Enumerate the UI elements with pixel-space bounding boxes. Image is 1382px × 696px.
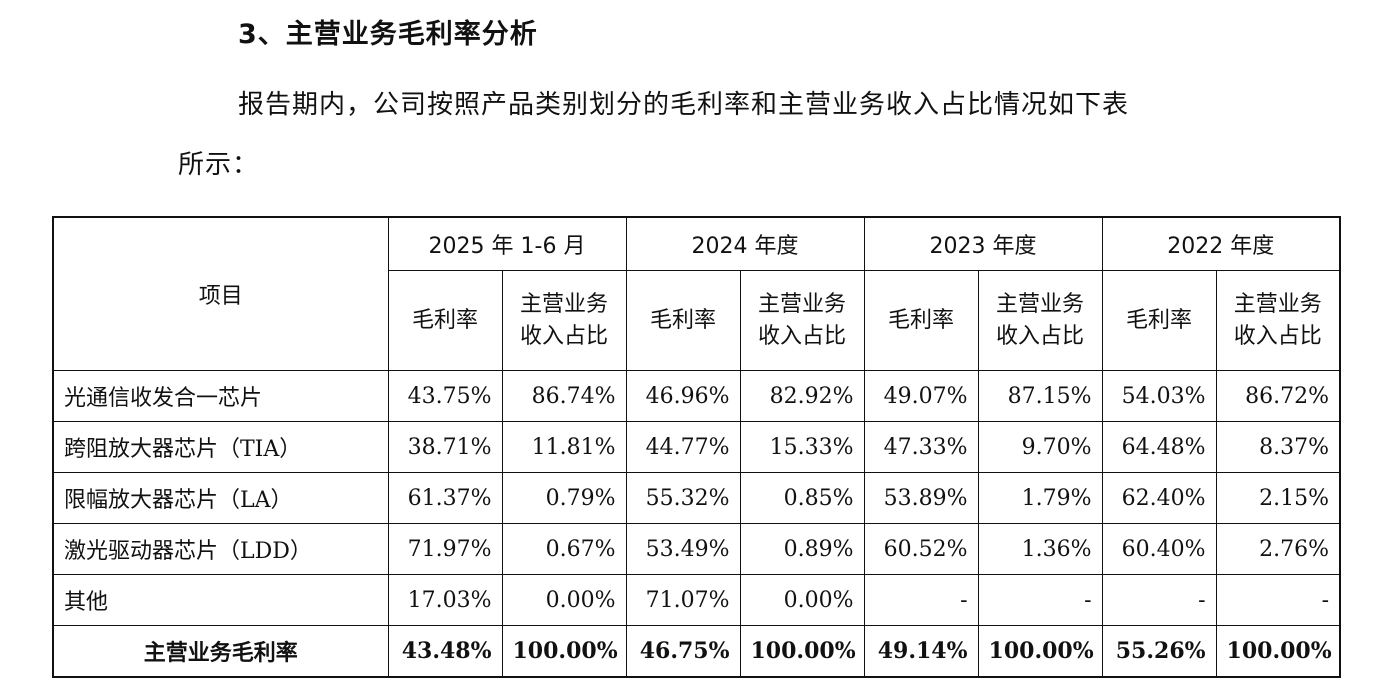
- gross-margin-header: 毛利率: [625, 270, 741, 371]
- gross-margin-cell: 62.40%: [1101, 472, 1217, 524]
- period-header-2024: 2024 年度: [625, 216, 865, 271]
- revenue-share-cell: 1.79%: [977, 472, 1103, 524]
- row-label: 激光驱动器芯片（LDD）: [52, 523, 389, 575]
- revenue-share-cell: 0.85%: [739, 472, 865, 524]
- gross-margin-cell: 38.71%: [387, 421, 503, 473]
- revenue-share-cell: 87.15%: [977, 370, 1103, 422]
- gross-margin-cell: 44.77%: [625, 421, 741, 473]
- gross-margin-cell: 53.49%: [625, 523, 741, 575]
- revenue-share-cell: 9.70%: [977, 421, 1103, 473]
- revenue-share-cell: 15.33%: [739, 421, 865, 473]
- total-revenue-share-cell: 100.00%: [1215, 625, 1341, 678]
- table-row: 跨阻放大器芯片（TIA） 38.71% 11.81% 44.77% 15.33% 47.3…: [52, 421, 1341, 473]
- row-label: 限幅放大器芯片（LA）: [52, 472, 389, 524]
- section-heading: 3、主营业务毛利率分析: [238, 19, 538, 50]
- gross-margin-cell: 71.97%: [387, 523, 503, 575]
- table-row: 激光驱动器芯片（LDD） 71.97% 0.67% 53.49% 0.89% 60.52%…: [52, 523, 1341, 575]
- total-gross-margin-cell: 55.26%: [1101, 625, 1217, 678]
- gross-margin-header: 毛利率: [863, 270, 979, 371]
- gross-margin-header: 毛利率: [1101, 270, 1217, 371]
- period-header-2025h1: 2025 年 1-6 月: [387, 216, 627, 271]
- gross-margin-cell: 46.96%: [625, 370, 741, 422]
- revenue-share-cell: 2.15%: [1215, 472, 1341, 524]
- total-gross-margin-cell: 43.48%: [387, 625, 503, 678]
- paragraph-line-2: 所示：: [178, 150, 260, 180]
- revenue-share-cell: 86.72%: [1215, 370, 1341, 422]
- gross-margin-cell: 61.37%: [387, 472, 503, 524]
- revenue-share-cell: 0.00%: [739, 574, 865, 626]
- table-row: 光通信收发合一芯片 43.75% 86.74% 46.96% 82.92% 49.07% 8…: [52, 370, 1341, 422]
- gross-margin-cell: 54.03%: [1101, 370, 1217, 422]
- gross-margin-cell: 49.07%: [863, 370, 979, 422]
- revenue-share-cell: 11.81%: [501, 421, 627, 473]
- revenue-share-cell: 0.67%: [501, 523, 627, 575]
- item-header: 项目: [52, 216, 389, 371]
- gross-margin-cell: -: [863, 574, 979, 626]
- row-label: 跨阻放大器芯片（TIA）: [52, 421, 389, 473]
- revenue-share-cell: 0.00%: [501, 574, 627, 626]
- revenue-share-header: 主营业务收入占比: [501, 270, 627, 371]
- total-revenue-share-cell: 100.00%: [977, 625, 1103, 678]
- gross-margin-cell: 43.75%: [387, 370, 503, 422]
- total-gross-margin-cell: 49.14%: [863, 625, 979, 678]
- revenue-share-cell: 2.76%: [1215, 523, 1341, 575]
- revenue-share-cell: 86.74%: [501, 370, 627, 422]
- row-label: 光通信收发合一芯片: [52, 370, 389, 422]
- gross-margin-cell: 71.07%: [625, 574, 741, 626]
- total-revenue-share-cell: 100.00%: [739, 625, 865, 678]
- revenue-share-cell: 0.89%: [739, 523, 865, 575]
- revenue-share-header: 主营业务收入占比: [1215, 270, 1341, 371]
- total-label: 主营业务毛利率: [52, 625, 389, 678]
- revenue-share-cell: -: [977, 574, 1103, 626]
- gross-margin-cell: -: [1101, 574, 1217, 626]
- gross-margin-header: 毛利率: [387, 270, 503, 371]
- period-header-2022: 2022 年度: [1101, 216, 1341, 271]
- revenue-share-header: 主营业务收入占比: [739, 270, 865, 371]
- gross-margin-cell: 64.48%: [1101, 421, 1217, 473]
- total-row: 主营业务毛利率 43.48% 100.00% 46.75% 100.00% 49.14% 1…: [52, 625, 1341, 678]
- total-gross-margin-cell: 46.75%: [625, 625, 741, 678]
- gross-margin-cell: 60.40%: [1101, 523, 1217, 575]
- gross-margin-cell: 60.52%: [863, 523, 979, 575]
- gross-margin-table: 项目 2025 年 1-6 月 2024 年度 2023 年度 2022 年度 …: [52, 216, 1342, 678]
- gross-margin-cell: 53.89%: [863, 472, 979, 524]
- revenue-share-cell: 0.79%: [501, 472, 627, 524]
- gross-margin-cell: 47.33%: [863, 421, 979, 473]
- row-label: 其他: [52, 574, 389, 626]
- revenue-share-header: 主营业务收入占比: [977, 270, 1103, 371]
- revenue-share-cell: 8.37%: [1215, 421, 1341, 473]
- paragraph-line-1: 报告期内，公司按照产品类别划分的毛利率和主营业务收入占比情况如下表: [238, 90, 1130, 120]
- revenue-share-cell: 82.92%: [739, 370, 865, 422]
- period-header-2023: 2023 年度: [863, 216, 1103, 271]
- total-revenue-share-cell: 100.00%: [501, 625, 627, 678]
- table-row: 限幅放大器芯片（LA） 61.37% 0.79% 55.32% 0.85% 53.89% 1…: [52, 472, 1341, 524]
- gross-margin-cell: 17.03%: [387, 574, 503, 626]
- revenue-share-cell: 1.36%: [977, 523, 1103, 575]
- table-row: 其他 17.03% 0.00% 71.07% 0.00% - - - -: [52, 574, 1341, 626]
- gross-margin-cell: 55.32%: [625, 472, 741, 524]
- revenue-share-cell: -: [1215, 574, 1341, 626]
